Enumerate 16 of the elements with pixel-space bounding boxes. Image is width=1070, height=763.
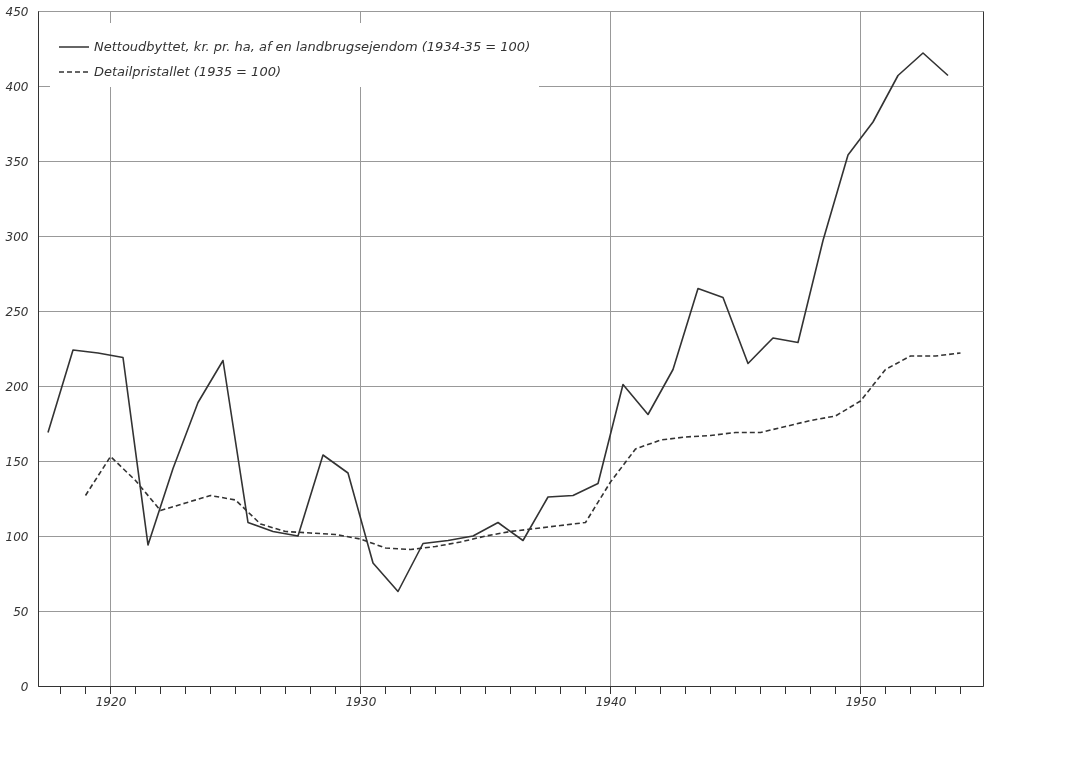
y-tick-label: 450	[5, 4, 29, 19]
y-tick-label: 250	[5, 304, 29, 319]
x-tick-label: 1940	[595, 694, 627, 709]
legend-label: Detailpristallet (1935 = 100)	[94, 64, 281, 79]
y-tick-label: 100	[5, 529, 29, 544]
y-tick-label: 0	[20, 679, 29, 694]
x-tick-label: 1930	[345, 694, 377, 709]
y-tick-label: 300	[5, 229, 29, 244]
y-tick-label: 50	[13, 604, 29, 619]
y-tick-label: 350	[5, 154, 29, 169]
x-tick-label: 1950	[845, 694, 877, 709]
legend-label: Nettoudbyttet, kr. pr. ha, af en landbrugsejendom (1934-35 = 100)	[94, 39, 531, 54]
y-tick-label: 150	[5, 454, 29, 469]
x-tick-label: 1920	[95, 694, 127, 709]
y-tick-label: 400	[5, 79, 29, 94]
y-tick-label: 200	[5, 379, 29, 394]
